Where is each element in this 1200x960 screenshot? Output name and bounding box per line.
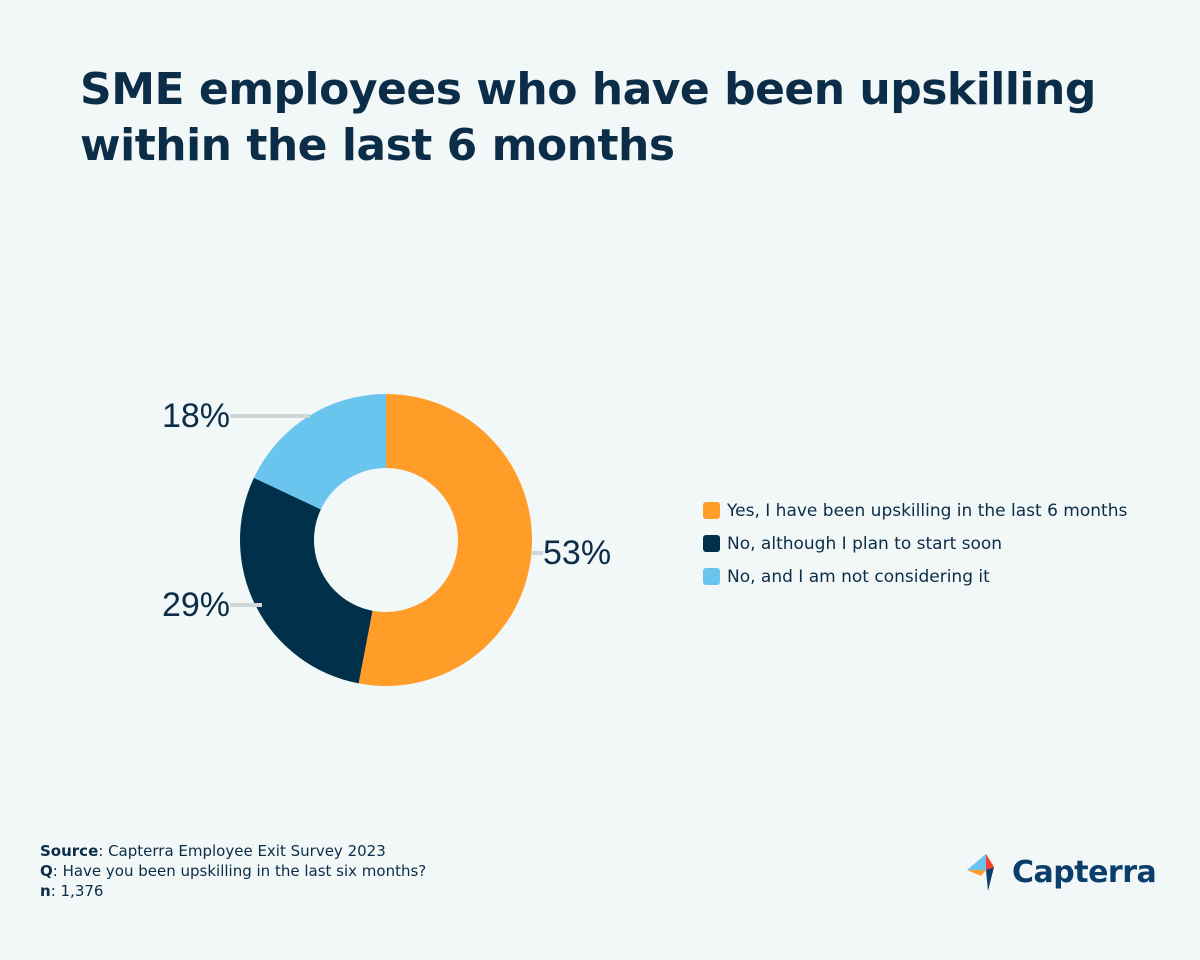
- legend-label: No, and I am not considering it: [727, 566, 990, 587]
- footer-sample-size: n: 1,376: [40, 881, 426, 901]
- footer-source-key: Source: [40, 842, 99, 860]
- capterra-logo-text: Capterra: [1012, 854, 1157, 890]
- donut-slice-1: [358, 394, 532, 686]
- capterra-logo: Capterra: [966, 852, 1157, 892]
- data-label-2: 29%: [162, 586, 230, 624]
- footer-source-value: : Capterra Employee Exit Survey 2023: [98, 842, 386, 860]
- legend-label: No, although I plan to start soon: [727, 533, 1003, 554]
- label-leader-lines: [230, 414, 543, 607]
- legend-swatch: [703, 535, 720, 552]
- footer-question-value: : Have you been upskilling in the last s…: [52, 862, 427, 880]
- footer-n-key: n: [40, 882, 51, 900]
- legend-swatch: [703, 502, 720, 519]
- legend-item-not-considering[interactable]: No, and I am not considering it: [703, 560, 1127, 593]
- donut-slice-2: [240, 477, 373, 684]
- footer-source: Source: Capterra Employee Exit Survey 20…: [40, 841, 426, 861]
- capterra-logo-icon: [967, 854, 994, 891]
- donut-slices: [240, 394, 532, 686]
- chart-footer: Source: Capterra Employee Exit Survey 20…: [40, 841, 426, 901]
- data-label-3: 18%: [162, 397, 230, 435]
- legend-item-plan[interactable]: No, although I plan to start soon: [703, 527, 1127, 560]
- legend-swatch: [703, 568, 720, 585]
- legend: Yes, I have been upskilling in the last …: [703, 494, 1127, 593]
- data-labels: 53% 29% 18%: [162, 397, 611, 624]
- footer-question-key: Q: [40, 862, 53, 880]
- legend-item-yes[interactable]: Yes, I have been upskilling in the last …: [703, 494, 1127, 527]
- chart-title-line-1: SME employees who have been upskilling: [80, 64, 1096, 115]
- chart-title-line-2: within the last 6 months: [80, 120, 675, 171]
- legend-label: Yes, I have been upskilling in the last …: [727, 500, 1128, 521]
- chart-title: SME employees who have been upskilling w…: [80, 62, 1160, 174]
- data-label-1: 53%: [543, 534, 611, 572]
- donut-slice-3: [253, 394, 386, 510]
- footer-n-value: : 1,376: [50, 882, 104, 900]
- footer-question: Q: Have you been upskilling in the last …: [40, 861, 426, 881]
